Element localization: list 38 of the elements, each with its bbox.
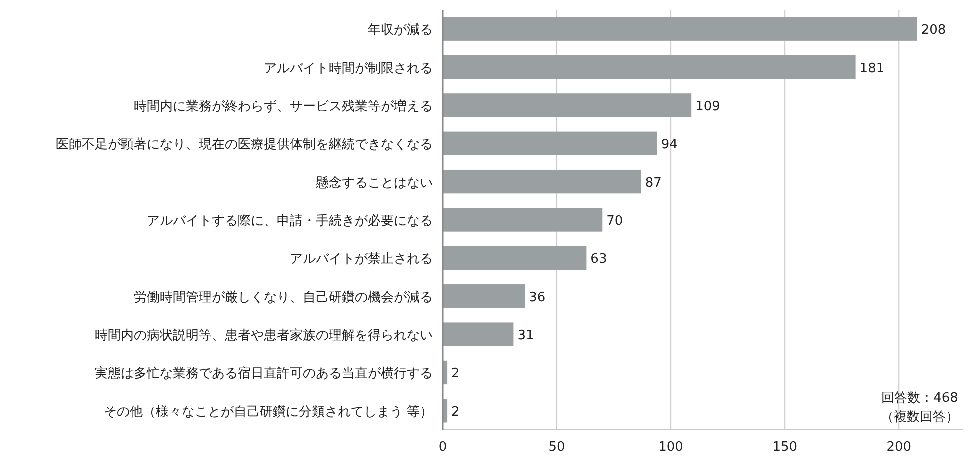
bar	[443, 94, 692, 118]
x-tick-label: 100	[658, 440, 684, 455]
data-label: 2	[452, 404, 460, 420]
y-tick-label: アルバイトが禁止される	[290, 252, 433, 268]
y-tick-label: アルバイトする際に、申請・手続きが必要になる	[147, 214, 433, 229]
data-label: 87	[645, 176, 662, 191]
data-label: 181	[860, 61, 885, 76]
y-tick-label: アルバイト時間が制限される	[264, 61, 433, 76]
bar	[443, 322, 514, 346]
bar	[443, 170, 642, 194]
bar	[443, 284, 526, 308]
x-tick-label: 0	[438, 440, 448, 455]
y-tick-label: 医師不足が顕著になり、現在の医療提供体制を継続できなくなる	[56, 138, 433, 153]
data-label: 208	[921, 23, 946, 38]
data-label: 31	[518, 328, 534, 344]
y-tick-label: 時間内に業務が終わらず、サービス残業等が増える	[134, 98, 433, 114]
x-tick-label: 50	[548, 440, 566, 455]
bar	[443, 208, 603, 232]
y-tick-label: 労働時間管理が厳しくなり、自己研鑽の機会が減る	[134, 290, 433, 306]
data-label: 94	[661, 138, 678, 153]
x-tick-label: 150	[772, 440, 798, 455]
bar	[443, 246, 587, 270]
annotation: 回答数：468	[882, 391, 958, 406]
y-tick-label: 実態は多忙な業務である宿日直許可のある当直が横行する	[95, 366, 433, 382]
y-tick-label: その他（様々なことが自己研鑽に分類されてしまう 等）	[104, 404, 433, 420]
annotation: （複数回答）	[881, 410, 959, 425]
data-label: 2	[452, 366, 460, 382]
data-label: 36	[529, 290, 546, 306]
data-label: 109	[696, 99, 720, 114]
bar	[443, 55, 856, 80]
data-label: 63	[590, 252, 608, 268]
y-tick-label: 年収が減る	[368, 23, 433, 38]
y-tick-label: 時間内の病状説明等、患者や患者家族の理解を得られない	[95, 328, 433, 344]
x-tick-label: 200	[886, 440, 912, 455]
bar	[443, 132, 658, 156]
y-tick-label: 懸念することはない	[315, 176, 433, 191]
data-label: 70	[606, 214, 624, 229]
bar	[443, 17, 918, 41]
